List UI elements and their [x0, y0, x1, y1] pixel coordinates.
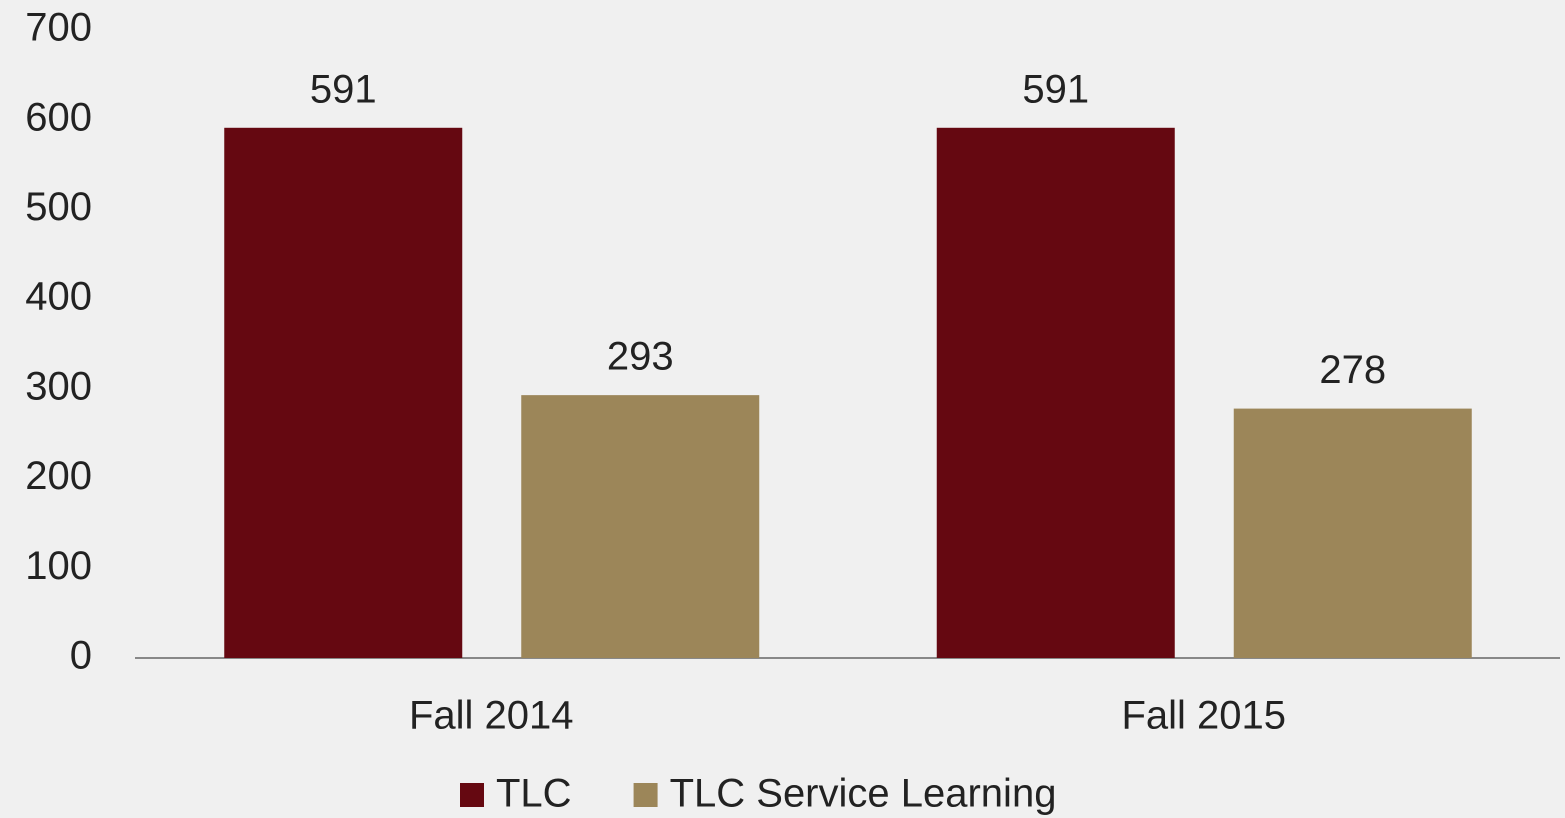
legend-label: TLC Service Learning — [670, 772, 1057, 816]
y-tick-label: 700 — [25, 6, 92, 50]
data-label: 293 — [607, 335, 674, 379]
data-label: 591 — [310, 67, 377, 111]
y-tick-label: 600 — [25, 95, 92, 139]
y-tick-label: 400 — [25, 275, 92, 319]
legend-swatch — [460, 783, 484, 807]
bar — [936, 127, 1175, 658]
bar — [224, 127, 463, 658]
x-tick-label: Fall 2015 — [1121, 694, 1286, 738]
y-tick-label: 300 — [25, 364, 92, 408]
data-label: 591 — [1022, 67, 1089, 111]
legend-swatch — [633, 783, 658, 807]
x-tick-label: Fall 2014 — [409, 694, 574, 738]
y-tick-label: 0 — [70, 634, 92, 678]
legend-label: TLC — [496, 772, 572, 816]
bar — [521, 395, 760, 658]
y-tick-label: 200 — [25, 454, 92, 498]
data-label: 278 — [1319, 348, 1386, 392]
y-tick-label: 100 — [25, 544, 92, 588]
y-tick-label: 500 — [25, 185, 92, 229]
bar — [1233, 408, 1472, 658]
